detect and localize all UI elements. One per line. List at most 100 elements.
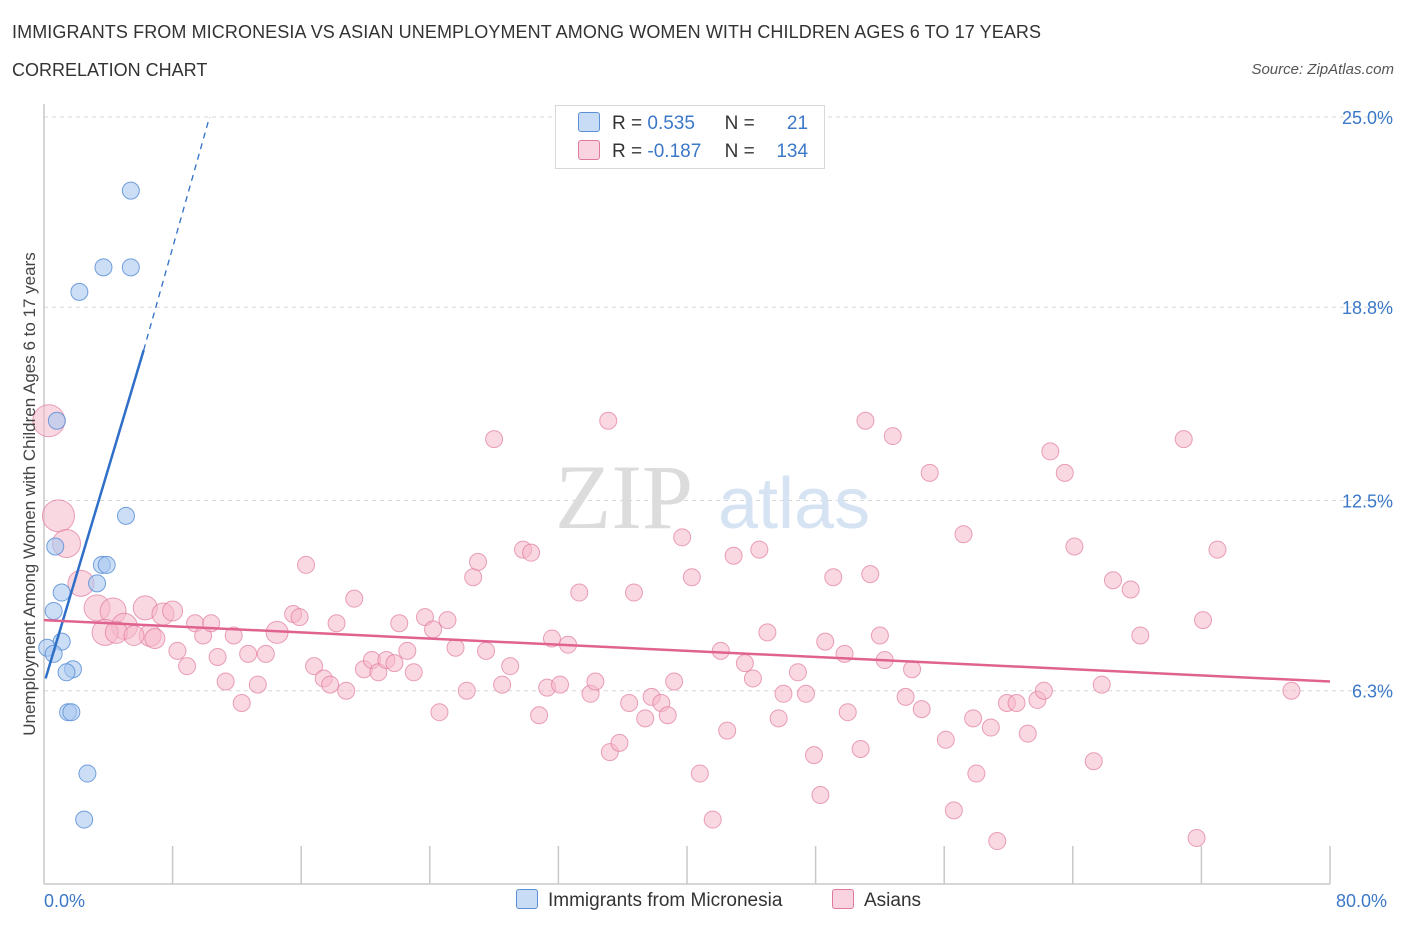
asians-point: [522, 543, 541, 562]
asians-point: [208, 647, 227, 666]
asians-point: [385, 654, 404, 673]
micronesia-point: [121, 258, 140, 277]
x-tick-label-max: 80.0%: [1336, 891, 1388, 911]
asians-point: [424, 620, 443, 639]
micronesia-point: [94, 258, 113, 277]
asians-point: [769, 709, 788, 728]
asians-point: [1131, 626, 1150, 645]
asians-point: [1174, 430, 1193, 449]
asians-point: [673, 528, 692, 547]
asians-point: [711, 641, 730, 660]
asians-point: [438, 611, 457, 630]
x-tick-label-min: 0.0%: [44, 891, 86, 911]
asians-point: [345, 589, 364, 608]
asians-point: [321, 675, 340, 694]
micronesia-point: [44, 601, 63, 620]
asians-point: [1034, 681, 1053, 700]
asians-point: [1007, 693, 1026, 712]
x-axis-ticks: [171, 846, 1331, 884]
asians-point: [724, 546, 743, 565]
micronesia-trend-extrapolated: [143, 116, 211, 351]
asians-point: [404, 663, 423, 682]
asians-point: [903, 660, 922, 679]
y-tick-label: 12.5%: [1342, 492, 1393, 512]
asians-point: [305, 657, 324, 676]
gridlines: [44, 116, 1395, 692]
asians-point: [239, 644, 258, 663]
asians-point: [1092, 675, 1111, 694]
asians-point: [1121, 580, 1140, 599]
asians-point: [337, 681, 356, 700]
asians-point: [530, 706, 549, 725]
asians-point: [464, 568, 483, 587]
asians-point: [446, 638, 465, 657]
asians-point: [1018, 724, 1037, 743]
asians-point: [735, 654, 754, 673]
legend-r-value: 0.535: [647, 113, 695, 134]
asians-point: [665, 672, 684, 691]
asians-point: [920, 463, 939, 482]
legend-n-label: N =: [724, 141, 755, 162]
asians-point: [551, 675, 570, 694]
asians-point: [620, 693, 639, 712]
y-axis-label: Unemployment Among Women with Children A…: [20, 252, 39, 736]
asians-point: [162, 600, 184, 622]
asians-point: [178, 657, 197, 676]
asians-point: [718, 721, 737, 740]
asians-point: [1282, 681, 1301, 700]
micronesia-point: [70, 282, 89, 301]
asians-point: [1084, 752, 1103, 771]
legend-row-micronesia: R = 0.535 N = 21: [578, 112, 808, 136]
legend-n-value: 21: [786, 113, 809, 134]
micronesia-point: [116, 506, 135, 525]
asians-point: [224, 626, 243, 645]
asians-point: [1065, 537, 1084, 556]
legend-n-value: 134: [776, 141, 809, 162]
asians-point: [485, 430, 504, 449]
micronesia-point: [57, 663, 76, 682]
micronesia-series: [38, 181, 140, 829]
asians-point: [390, 614, 409, 633]
asians-point: [1208, 540, 1227, 559]
chart-title: IMMIGRANTS FROM MICRONESIA VS ASIAN UNEM…: [12, 22, 1042, 42]
asians-point: [586, 672, 605, 691]
asians-point: [542, 629, 561, 648]
y-tick-label: 25.0%: [1342, 108, 1393, 128]
bottom-legend-label: Asians: [864, 890, 922, 911]
asians-point: [988, 832, 1007, 851]
asians-point: [599, 411, 618, 430]
asians-point: [256, 644, 275, 663]
y-tick-labels: 25.0% 18.8% 12.5% 6.3%: [1342, 108, 1393, 702]
bottom-legend-micronesia: Immigrants from Micronesia: [516, 889, 782, 912]
asians-point: [954, 525, 973, 544]
asians-point: [690, 764, 709, 783]
asians-point: [811, 786, 830, 805]
watermark-zip: ZIP: [555, 446, 693, 548]
asians-point: [144, 628, 166, 650]
bottom-legend-asians: Asians: [832, 889, 921, 912]
asians-point: [743, 669, 762, 688]
asians-point: [477, 641, 496, 660]
asians-point: [856, 411, 875, 430]
micronesia-swatch: [578, 112, 600, 132]
asians-point: [944, 801, 963, 820]
asians-trend-line: [43, 618, 1331, 683]
asians-point: [457, 681, 476, 700]
chart-subtitle: CORRELATION CHART: [12, 60, 208, 80]
asians-point: [804, 746, 823, 765]
asians-point: [469, 552, 488, 571]
asians-point: [290, 608, 309, 627]
asians-point: [493, 675, 512, 694]
asians-point: [883, 427, 902, 446]
trend-lines: [43, 116, 1331, 683]
asians-point: [750, 540, 769, 559]
asians-point: [796, 684, 815, 703]
asians-point: [964, 709, 983, 728]
asians-point: [870, 626, 889, 645]
micronesia-point: [47, 411, 66, 430]
asians-point: [123, 624, 145, 646]
micronesia-point: [88, 574, 107, 593]
micronesia-trend-line: [44, 349, 145, 679]
micronesia-point: [121, 181, 140, 200]
